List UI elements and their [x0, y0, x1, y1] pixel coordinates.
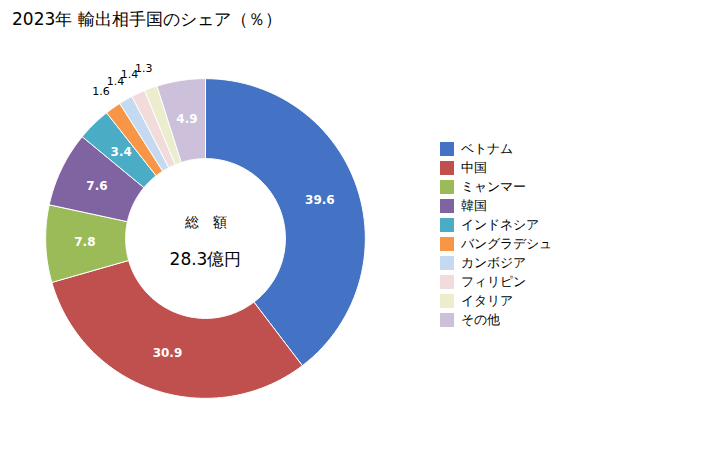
svg-text:総 額: 総 額	[184, 214, 227, 230]
html-text:カンボジア: カンボジア	[460, 254, 526, 270]
html-text:フィリピン: フィリピン	[460, 273, 526, 289]
html-text:その他: その他	[460, 311, 500, 327]
svg-text:1.4: 1.4	[120, 68, 139, 82]
html-text:ミャンマー: ミャンマー	[460, 178, 526, 194]
svg-text:7.6: 7.6	[86, 179, 107, 193]
svg-text:7.8: 7.8	[74, 235, 95, 249]
html-text:イタリア: イタリア	[460, 292, 513, 308]
svg-text:1.6: 1.6	[92, 84, 110, 98]
svg-text:39.6: 39.6	[305, 193, 335, 207]
svg-text:28.3億円: 28.3億円	[170, 249, 242, 269]
html-text:韓国: 韓国	[460, 197, 487, 213]
svg-text:1.4: 1.4	[106, 75, 125, 89]
html-text:中国: 中国	[460, 159, 487, 175]
svg-text:4.9: 4.9	[176, 112, 197, 126]
svg-text:30.9: 30.9	[153, 346, 183, 360]
html-text:ベトナム: ベトナム	[460, 140, 513, 156]
html-text:2023年 輸出相手国のシェア（％）: 2023年 輸出相手国のシェア（％）	[12, 9, 282, 29]
svg-text:1.3: 1.3	[135, 62, 153, 75]
html-text:バングラデシュ: バングラデシュ	[460, 235, 552, 251]
html-text:インドネシア: インドネシア	[460, 216, 539, 232]
svg-text:3.4: 3.4	[111, 145, 132, 159]
